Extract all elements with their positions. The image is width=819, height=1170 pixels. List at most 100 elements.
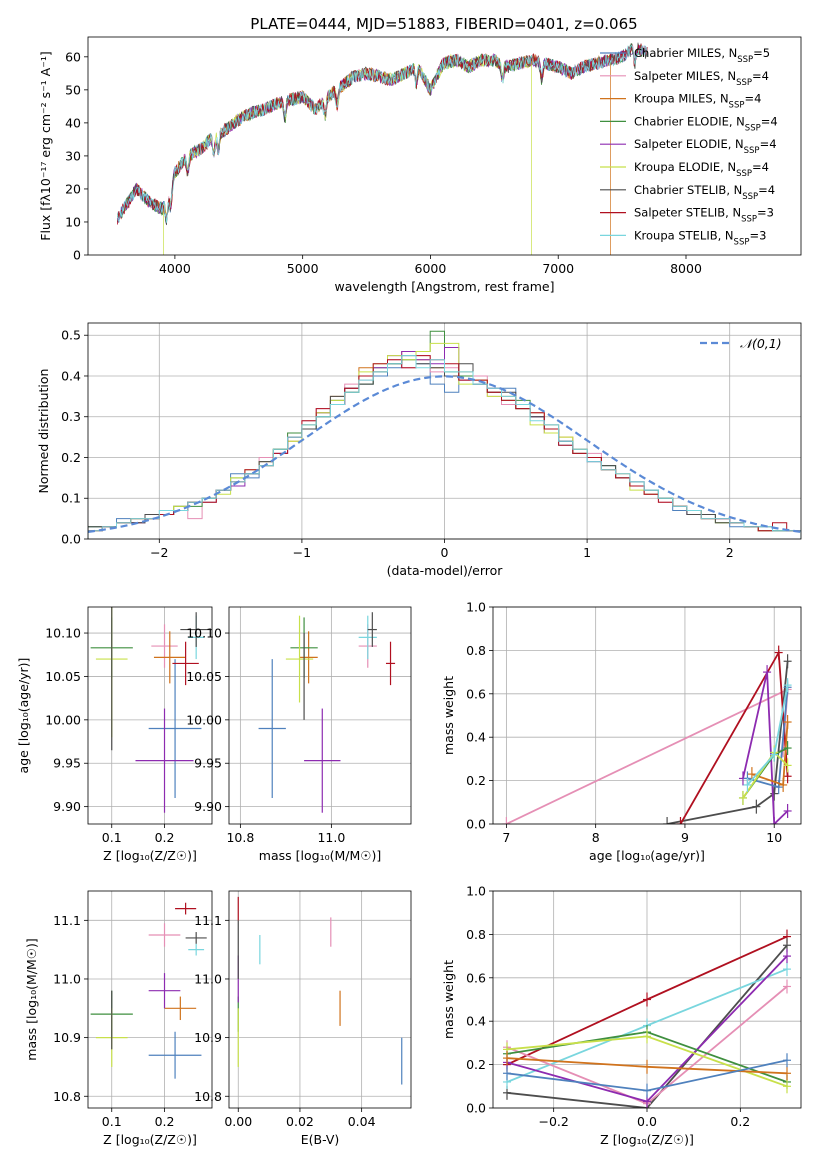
y-tick-label: 10.00: [186, 712, 222, 727]
errorbar-point: [285, 615, 314, 703]
panel-1: 4000 5000 6000 7000 8000 0 10 20 30 40 50 60 wavelen…: [38, 36, 802, 294]
y-axis-label: mass weight: [441, 676, 456, 755]
legend-entry: 𝒩(0,1): [740, 336, 782, 351]
y-tick-label: 10.9: [53, 1030, 81, 1045]
x-tick-label: 5000: [287, 261, 319, 276]
errorbar-point: [188, 943, 205, 956]
weight-line-salpeter-stelib: [679, 649, 789, 824]
x-tick-label: 0.04: [348, 1114, 376, 1129]
weight-line-kroupa-elodie: [742, 751, 789, 799]
errorbar-point: [164, 996, 197, 1021]
errorbar-point: [385, 641, 396, 686]
y-tick-label: 0.4: [466, 730, 486, 745]
errorbar-point: [299, 631, 318, 684]
plot-area: [117, 42, 648, 255]
y-tick-label: 0.4: [466, 1014, 486, 1029]
y-tick-label: 11.0: [53, 971, 81, 986]
x-tick-label: 4000: [159, 261, 191, 276]
plot-area: [90, 902, 207, 1079]
y-tick-label: 0.4: [61, 368, 81, 383]
y-tick-label: 1.0: [466, 600, 486, 615]
y-tick-label: 11.0: [194, 971, 222, 986]
x-axis-label: Z [log₁₀(Z/Z☉)]: [103, 848, 197, 863]
axes-frame: [228, 890, 412, 1109]
y-tick-label: 0.0: [466, 817, 486, 832]
y-tick-label: 0.0: [61, 532, 81, 547]
spectrum-line-kroupa-stelib: [117, 45, 648, 223]
plot-area: [502, 645, 792, 824]
y-tick-label: 1.0: [466, 884, 486, 899]
x-axis-label: Z [log₁₀(Z/Z☉)]: [103, 1132, 197, 1147]
plot-area: [503, 929, 791, 1108]
plot-area: [88, 330, 801, 539]
errorbar-point: [367, 612, 377, 647]
errorbar-point: [358, 615, 377, 660]
axes-frame: [87, 606, 213, 825]
errorbar-point: [153, 631, 186, 684]
axes-frame: [87, 322, 802, 540]
y-tick-label: 10.10: [186, 626, 222, 641]
legend-entry: Chabrier STELIB, NSSP=4: [634, 183, 775, 202]
y-tick-label: 9.90: [53, 799, 81, 814]
x-tick-label: 10.8: [226, 830, 254, 845]
y-tick-label: 0.5: [61, 328, 81, 343]
errorbar-point: [304, 708, 341, 813]
errorbar-point: [180, 612, 212, 647]
y-tick-label: 10.8: [53, 1089, 81, 1104]
legend-entry: Chabrier MILES, NSSP=5: [634, 46, 770, 65]
x-axis-label: E(B-V): [301, 1132, 340, 1147]
y-tick-label: 0.2: [466, 773, 486, 788]
legend-entry: Kroupa STELIB, NSSP=3: [634, 228, 766, 247]
axes-frame: [87, 890, 213, 1109]
figure-title: PLATE=0444, MJD=51883, FIBERID=0401, z=0…: [250, 15, 637, 33]
y-tick-label: 40: [65, 115, 81, 130]
x-tick-label: 0.1: [102, 1114, 122, 1129]
x-tick-label: 0.1: [102, 830, 122, 845]
axes-frame: [492, 890, 802, 1109]
panel-7: 0.00 0.02 0.04 10.8 10.9 11.0 11.1 E(B-V): [194, 890, 412, 1147]
x-tick-label: 0: [441, 545, 449, 560]
spectrum-line-salpeter-elodie: [117, 44, 648, 223]
x-tick-label: 0.0: [637, 1114, 657, 1129]
y-tick-label: 0.1: [61, 491, 81, 506]
x-tick-label: 0.2: [155, 1114, 175, 1129]
errorbar-point: [172, 641, 199, 686]
panel-5: 7 8 9 10 0.0 0.2 0.4 0.6 0.8 1.0 age [log₁₀(age/yr…: [441, 600, 802, 863]
x-tick-label: 1: [583, 545, 591, 560]
panel-4: 10.8 11.0 9.90 9.95 10.00 10.05 10.10 mass [log…: [186, 606, 412, 863]
y-tick-label: 0.2: [61, 450, 81, 465]
panel-8: −0.2 0.0 0.2 0.0 0.2 0.4 0.6 0.8 1.0 Z [log₁₀(Z/Z…: [441, 884, 802, 1147]
y-tick-label: 11.1: [53, 913, 81, 928]
x-axis-label: wavelength [Angstrom, rest frame]: [334, 279, 554, 294]
errorbar-point: [148, 1031, 202, 1079]
errorbar-point: [148, 659, 202, 798]
errorbar-point: [258, 659, 286, 798]
y-tick-label: 0.8: [466, 927, 486, 942]
axes-frame: [87, 36, 802, 256]
errorbar-point: [185, 932, 207, 944]
y-tick-label: 9.95: [53, 756, 81, 771]
y-axis-label: Normed distribution: [36, 369, 51, 494]
y-tick-label: 50: [65, 82, 81, 97]
x-axis-label: Z [log₁₀(Z/Z☉)]: [600, 1132, 694, 1147]
y-tick-label: 10.10: [45, 626, 81, 641]
x-tick-label: −1: [293, 545, 311, 560]
plot-area: [258, 612, 396, 813]
legend-entry: Chabrier ELODIE, NSSP=4: [634, 114, 778, 133]
y-tick-label: 0.8: [466, 643, 486, 658]
y-tick-label: 10.05: [186, 669, 222, 684]
plot-area: [90, 607, 212, 813]
y-tick-label: 10.8: [194, 1089, 222, 1104]
y-axis-label: mass weight: [441, 960, 456, 1039]
errorbar-point: [175, 902, 197, 915]
x-axis-label: (data-model)/error: [387, 563, 504, 578]
x-axis-label: mass [log₁₀(M/M☉)]: [259, 848, 381, 863]
legend-entry: Salpeter ELODIE, NSSP=4: [634, 137, 777, 156]
y-tick-label: 10.9: [194, 1030, 222, 1045]
y-tick-label: 20: [65, 181, 81, 196]
panel-6: 0.1 0.2 10.8 10.9 11.0 11.1 Z [log₁₀(Z/Z☉)] mas…: [24, 890, 213, 1147]
y-tick-label: 9.90: [194, 799, 222, 814]
weight-line-salpeter-elodie: [742, 671, 789, 824]
x-tick-label: 6000: [415, 261, 447, 276]
